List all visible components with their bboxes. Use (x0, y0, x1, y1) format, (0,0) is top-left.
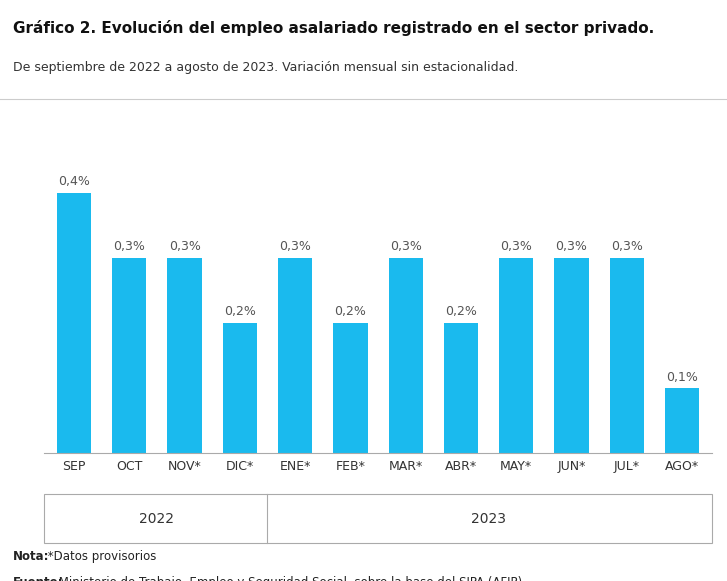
Text: De septiembre de 2022 a agosto de 2023. Variación mensual sin estacionalidad.: De septiembre de 2022 a agosto de 2023. … (13, 61, 518, 74)
Text: 2023: 2023 (471, 511, 506, 526)
Text: Gráfico 2. Evolución del empleo asalariado registrado en el sector privado.: Gráfico 2. Evolución del empleo asalaria… (13, 20, 654, 36)
Text: 0,3%: 0,3% (500, 241, 532, 253)
Text: 0,3%: 0,3% (169, 241, 201, 253)
Text: 0,3%: 0,3% (279, 241, 311, 253)
Bar (388, 258, 423, 453)
Bar (443, 323, 478, 453)
Text: *Datos provisorios: *Datos provisorios (44, 550, 157, 563)
Text: 0,1%: 0,1% (666, 371, 698, 383)
Bar (499, 258, 534, 453)
Text: 0,3%: 0,3% (113, 241, 145, 253)
Text: 0,2%: 0,2% (224, 306, 256, 318)
Text: 2022: 2022 (140, 511, 174, 526)
Text: 0,2%: 0,2% (445, 306, 477, 318)
Text: Fuente:: Fuente: (13, 576, 63, 581)
Bar (278, 258, 313, 453)
Bar (555, 258, 589, 453)
Text: 0,3%: 0,3% (390, 241, 422, 253)
Bar (610, 258, 644, 453)
Bar (57, 193, 91, 453)
Text: 0,3%: 0,3% (555, 241, 587, 253)
Bar (222, 323, 257, 453)
Text: Ministerio de Trabajo, Empleo y Seguridad Social, sobre la base del SIPA (AFIP).: Ministerio de Trabajo, Empleo y Segurida… (55, 576, 526, 581)
Text: 0,4%: 0,4% (58, 175, 90, 188)
Text: 0,2%: 0,2% (334, 306, 366, 318)
Text: Nota:: Nota: (13, 550, 49, 563)
Text: 0,3%: 0,3% (611, 241, 643, 253)
Bar (665, 388, 699, 453)
Bar (112, 258, 146, 453)
Bar (167, 258, 201, 453)
Bar (333, 323, 368, 453)
